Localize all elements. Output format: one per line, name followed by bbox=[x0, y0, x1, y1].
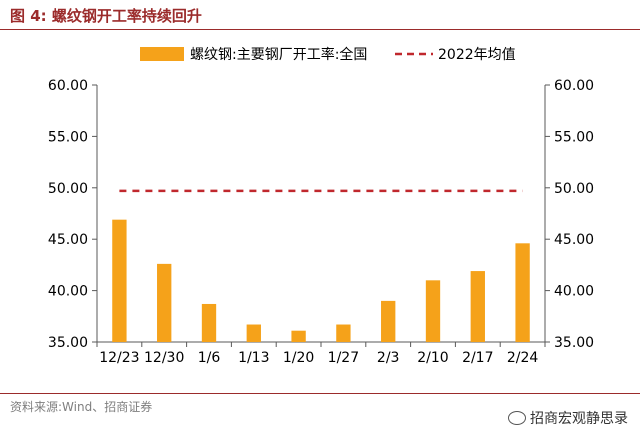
x-tick-label: 1/13 bbox=[238, 350, 269, 366]
y-tick-label-left: 55.00 bbox=[48, 129, 88, 145]
bar bbox=[246, 324, 261, 342]
x-tick-label: 2/24 bbox=[507, 350, 539, 366]
wechat-icon bbox=[508, 411, 526, 425]
x-tick-label: 2/3 bbox=[377, 350, 400, 366]
y-tick-label-right: 50.00 bbox=[554, 181, 594, 197]
y-tick-label-left: 40.00 bbox=[48, 284, 88, 300]
source-divider bbox=[0, 393, 640, 394]
x-tick-label: 2/17 bbox=[462, 350, 493, 366]
x-tick-label: 12/23 bbox=[99, 350, 139, 366]
y-tick-label-right: 40.00 bbox=[554, 284, 594, 300]
x-tick-label: 12/30 bbox=[144, 350, 184, 366]
x-tick-label: 1/6 bbox=[198, 350, 221, 366]
watermark: 招商宏观静思录 bbox=[508, 408, 628, 428]
chart: 35.00 35.00 40.00 40.00 45.00 45.00 50.00 50.00… bbox=[48, 46, 594, 366]
y-tick-label-right: 35.00 bbox=[554, 335, 594, 351]
bar bbox=[112, 219, 127, 342]
legend-label-bar: 螺纹钢:主要钢厂开工率:全国 bbox=[190, 46, 367, 63]
bar bbox=[291, 330, 306, 342]
y-tick-label-right: 60.00 bbox=[554, 78, 594, 94]
y-tick-label-left: 45.00 bbox=[48, 232, 88, 248]
x-tick-label: 1/20 bbox=[283, 350, 314, 366]
x-tick-label: 2/10 bbox=[417, 350, 448, 366]
x-tick-label: 1/27 bbox=[328, 350, 359, 366]
watermark-text: 招商宏观静思录 bbox=[530, 411, 628, 427]
y-tick-label-right: 45.00 bbox=[554, 232, 594, 248]
bar bbox=[381, 300, 396, 342]
bar bbox=[336, 324, 351, 342]
source-note: 资料来源:Wind、招商证券 bbox=[10, 400, 153, 414]
legend-swatch-bar bbox=[140, 47, 184, 61]
figure-title: 图 4: 螺纹钢开工率持续回升 bbox=[10, 7, 202, 25]
bar bbox=[157, 263, 172, 342]
bar bbox=[425, 280, 441, 342]
title-bar: 图 4: 螺纹钢开工率持续回升 bbox=[0, 0, 640, 30]
legend-label-line: 2022年均值 bbox=[438, 47, 516, 63]
y-tick-label-right: 55.00 bbox=[554, 129, 594, 145]
y-tick-label-left: 60.00 bbox=[48, 78, 88, 94]
y-tick-label-left: 35.00 bbox=[48, 335, 88, 351]
y-tick-label-left: 50.00 bbox=[48, 181, 88, 197]
bar bbox=[201, 303, 217, 342]
bar bbox=[470, 271, 485, 342]
bar bbox=[515, 243, 530, 342]
